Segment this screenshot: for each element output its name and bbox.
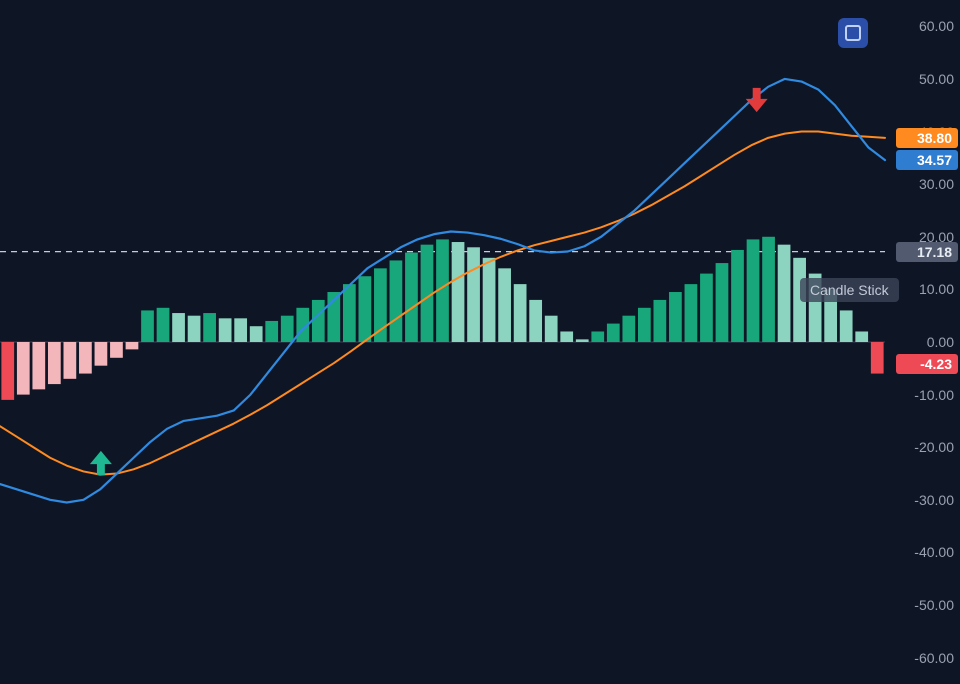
y-tick-label: 50.00 bbox=[919, 71, 954, 87]
y-tick-label: -50.00 bbox=[914, 597, 954, 613]
histogram-bar bbox=[483, 258, 496, 342]
histogram-bar bbox=[560, 331, 573, 342]
y-tick-label: 30.00 bbox=[919, 176, 954, 192]
histogram-bar bbox=[234, 318, 247, 342]
histogram-bar bbox=[855, 331, 868, 342]
histogram-bar bbox=[250, 326, 263, 342]
histogram-bar bbox=[359, 276, 372, 342]
histogram-bar bbox=[685, 284, 698, 342]
histogram-bar bbox=[95, 342, 108, 366]
histogram-bar bbox=[654, 300, 667, 342]
histogram-bar bbox=[622, 316, 635, 342]
histogram-bar bbox=[638, 308, 651, 342]
histogram-bar bbox=[607, 324, 620, 342]
histogram-bar bbox=[265, 321, 278, 342]
value-badge-blue: 34.57 bbox=[896, 150, 958, 170]
y-tick-label: -20.00 bbox=[914, 439, 954, 455]
sell-arrow-icon bbox=[746, 88, 768, 112]
y-tick-label: 0.00 bbox=[927, 334, 954, 350]
histogram-bar bbox=[48, 342, 61, 384]
histogram-bar bbox=[219, 318, 232, 342]
histogram-bar bbox=[141, 310, 154, 342]
chart-canvas bbox=[0, 0, 960, 684]
y-axis: 60.0050.0040.0030.0020.0010.000.00-10.00… bbox=[890, 0, 960, 684]
histogram-bar bbox=[32, 342, 45, 389]
histogram-bar bbox=[498, 268, 511, 342]
histogram-bar bbox=[762, 237, 775, 342]
y-tick-label: -30.00 bbox=[914, 492, 954, 508]
fullscreen-button[interactable] bbox=[838, 18, 868, 48]
histogram-bar bbox=[545, 316, 558, 342]
histogram-bar bbox=[405, 253, 418, 342]
histogram-bar bbox=[17, 342, 30, 395]
histogram-bar bbox=[157, 308, 170, 342]
histogram-bar bbox=[529, 300, 542, 342]
histogram-bar bbox=[126, 342, 139, 349]
y-tick-label: 60.00 bbox=[919, 18, 954, 34]
histogram-bar bbox=[731, 250, 744, 342]
value-badge-dashed: 17.18 bbox=[896, 242, 958, 262]
histogram-bar bbox=[79, 342, 92, 374]
histogram-bar bbox=[390, 260, 403, 342]
histogram-bar bbox=[514, 284, 527, 342]
histogram-bar bbox=[172, 313, 185, 342]
histogram-bar bbox=[747, 239, 760, 342]
badge-value: -4.23 bbox=[920, 356, 952, 372]
badge-value: 17.18 bbox=[917, 244, 952, 260]
y-tick-label: -10.00 bbox=[914, 387, 954, 403]
histogram-bar bbox=[467, 247, 480, 342]
histogram-bar bbox=[669, 292, 682, 342]
histogram-bar bbox=[452, 242, 465, 342]
y-tick-label: -60.00 bbox=[914, 650, 954, 666]
y-tick-label: -40.00 bbox=[914, 544, 954, 560]
histogram-bar bbox=[716, 263, 729, 342]
histogram-bar bbox=[64, 342, 77, 379]
value-badge-red: -4.23 bbox=[896, 354, 958, 374]
value-badge-orange: 38.80 bbox=[896, 128, 958, 148]
histogram-bar bbox=[871, 342, 884, 374]
histogram-bar bbox=[188, 316, 201, 342]
chart-type-tooltip: Candle Stick bbox=[800, 278, 899, 302]
badge-value: 38.80 bbox=[917, 130, 952, 146]
histogram-bar bbox=[840, 310, 853, 342]
fullscreen-icon bbox=[845, 25, 861, 41]
macd-chart-panel: 60.0050.0040.0030.0020.0010.000.00-10.00… bbox=[0, 0, 960, 684]
histogram-bar bbox=[343, 284, 356, 342]
histogram-bar bbox=[778, 245, 791, 342]
buy-arrow-icon bbox=[90, 451, 112, 475]
histogram-bar bbox=[281, 316, 294, 342]
histogram-bar bbox=[203, 313, 216, 342]
histogram-bar bbox=[591, 331, 604, 342]
badge-value: 34.57 bbox=[917, 152, 952, 168]
tooltip-label: Candle Stick bbox=[810, 282, 889, 298]
histogram-bar bbox=[576, 339, 589, 342]
histogram-bar bbox=[312, 300, 325, 342]
histogram-bar bbox=[110, 342, 123, 358]
histogram-bar bbox=[700, 274, 713, 342]
y-tick-label: 10.00 bbox=[919, 281, 954, 297]
histogram-bar bbox=[1, 342, 14, 400]
